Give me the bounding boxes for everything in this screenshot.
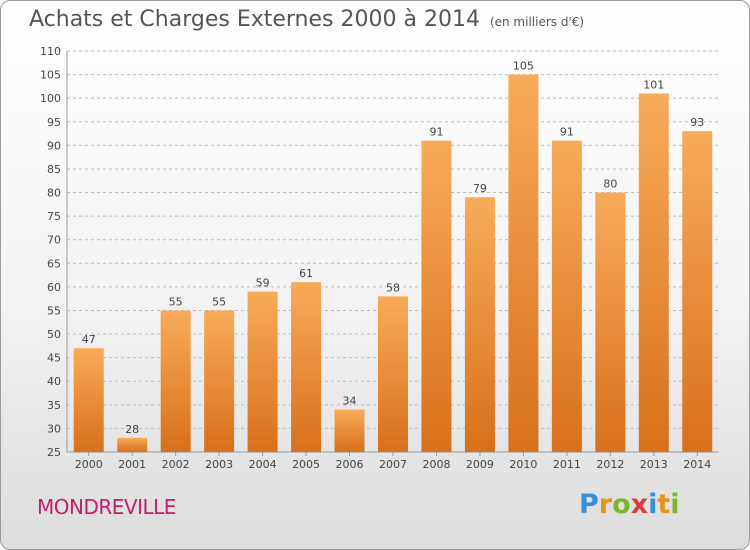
bar-2010	[508, 74, 539, 453]
bar-2011	[551, 140, 582, 452]
logo-letter: o	[612, 489, 631, 520]
y-tick-label: 25	[47, 446, 61, 459]
bar-2014	[682, 131, 713, 452]
data-label-2000: 47	[82, 333, 96, 346]
bar-2000	[73, 348, 104, 452]
logo-letter: x	[630, 489, 649, 520]
x-tick-label-2000: 2000	[75, 458, 103, 471]
data-label-2005: 61	[299, 267, 313, 280]
y-tick-label: 40	[47, 375, 61, 388]
bar-2008	[421, 140, 452, 452]
bar-2002	[160, 310, 191, 452]
y-tick-label: 35	[47, 399, 61, 412]
data-label-2009: 79	[473, 182, 487, 195]
logo-letter: i	[670, 489, 680, 520]
data-label-2001: 28	[125, 423, 139, 436]
y-tick-label: 95	[47, 116, 61, 129]
bar-2005	[291, 282, 322, 452]
x-tick-label-2004: 2004	[249, 458, 277, 471]
chart-title: Achats et Charges Externes 2000 à 2014 (e…	[29, 7, 584, 32]
y-tick-label: 80	[47, 187, 61, 200]
data-label-2010: 105	[513, 60, 534, 73]
bar-2004	[247, 291, 278, 452]
data-label-2012: 80	[603, 178, 617, 191]
data-label-2011: 91	[560, 126, 574, 139]
data-label-2014: 93	[690, 116, 704, 129]
town-name: MONDREVILLE	[37, 495, 176, 519]
y-tick-label: 105	[40, 69, 61, 82]
bar-2003	[204, 310, 235, 452]
x-tick-label-2009: 2009	[466, 458, 494, 471]
x-tick-label-2005: 2005	[292, 458, 320, 471]
bar-2001	[117, 437, 148, 452]
logo-letter: t	[657, 489, 671, 520]
x-tick-label-2007: 2007	[379, 458, 407, 471]
logo-letter: P	[579, 489, 599, 520]
y-tick-label: 30	[47, 422, 61, 435]
data-label-2008: 91	[429, 126, 443, 139]
y-tick-label: 75	[47, 210, 61, 223]
bar-2006	[334, 409, 365, 452]
data-label-2013: 101	[643, 78, 664, 91]
y-tick-label: 110	[40, 45, 61, 58]
data-labels: 47 28 55 55 59 61 34 58 91 79 105 91 80 101 93	[82, 60, 705, 436]
x-tick-label-2013: 2013	[640, 458, 668, 471]
y-tick-label: 65	[47, 257, 61, 270]
x-tick-label-2012: 2012	[596, 458, 624, 471]
x-axis: 2000 2001 2002 2003 2004 2005 2006 2007 2008 2009…	[75, 452, 711, 471]
y-tick-label: 55	[47, 304, 61, 317]
y-tick-label: 100	[40, 92, 61, 105]
chart-title-text: Achats et Charges Externes 2000 à 2014	[29, 7, 480, 32]
bar-2013	[638, 93, 669, 452]
y-axis: 25 30 35 40 45 50 55 60 65 70 75 80 85 90 95 100 105 110	[40, 45, 61, 459]
data-label-2006: 34	[343, 395, 357, 408]
x-tick-label-2003: 2003	[205, 458, 233, 471]
y-tick-label: 85	[47, 163, 61, 176]
x-tick-label-2010: 2010	[509, 458, 537, 471]
y-tick-label: 70	[47, 234, 61, 247]
bar-2012	[595, 192, 626, 452]
chart-subtitle: (en milliers d'€)	[489, 15, 585, 29]
x-tick-label-2014: 2014	[683, 458, 711, 471]
bar-2007	[378, 296, 408, 452]
data-label-2003: 55	[212, 295, 226, 308]
logo-letter: r	[598, 489, 613, 520]
x-tick-label-2002: 2002	[162, 458, 190, 471]
y-tick-label: 45	[47, 352, 61, 365]
data-label-2002: 55	[169, 295, 183, 308]
x-tick-label-2001: 2001	[118, 458, 146, 471]
data-label-2004: 59	[256, 277, 270, 290]
y-tick-label: 60	[47, 281, 61, 294]
proxiti-logo[interactable]: Proxiti	[579, 489, 680, 520]
data-label-2007: 58	[386, 281, 400, 294]
y-tick-label: 50	[47, 328, 61, 341]
bars	[73, 74, 713, 453]
logo-letter: i	[648, 489, 658, 520]
x-tick-label-2008: 2008	[422, 458, 450, 471]
x-tick-label-2006: 2006	[336, 458, 364, 471]
bar-2009	[464, 197, 495, 452]
y-tick-label: 90	[47, 139, 61, 152]
x-tick-label-2011: 2011	[553, 458, 581, 471]
